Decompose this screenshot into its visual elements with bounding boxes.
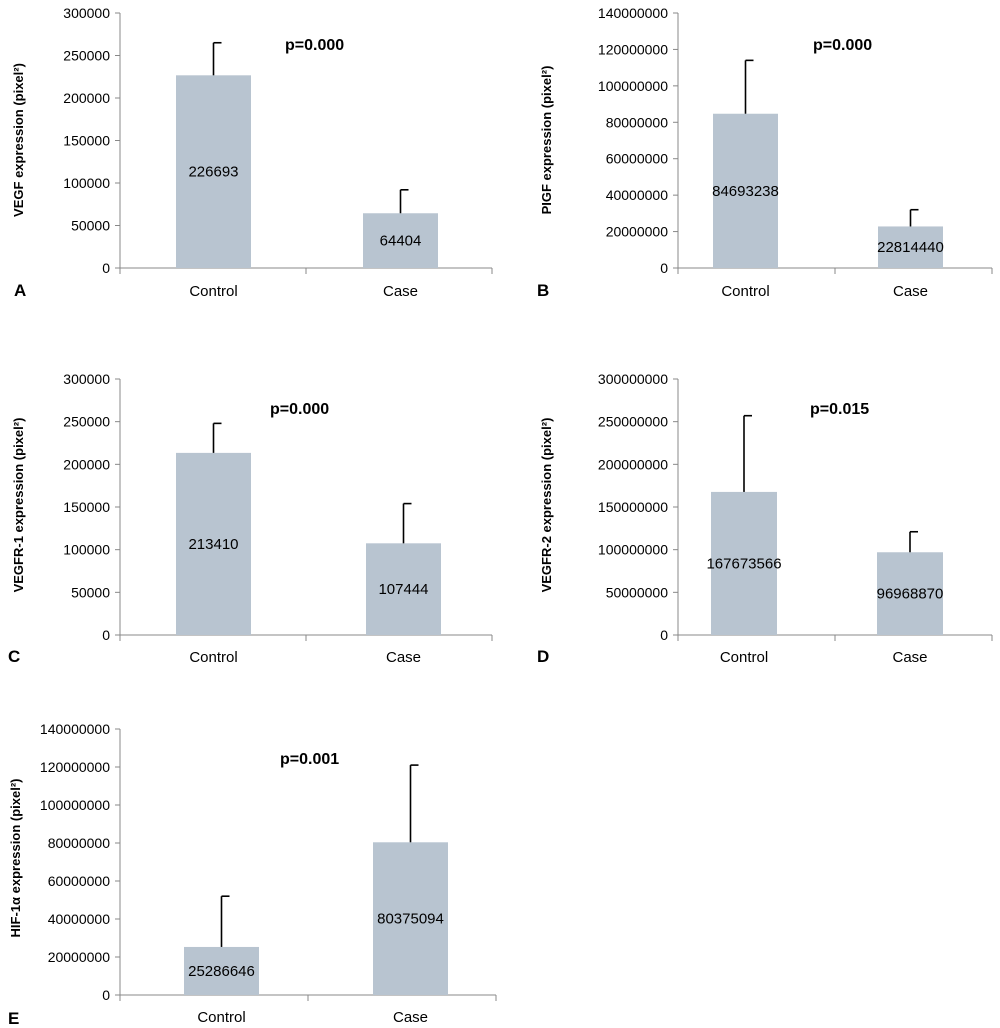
bar-control [176,452,251,635]
bar-control [713,113,778,268]
y-tick-label: 150000 [63,133,110,149]
x-category-label: Control [189,283,237,300]
bar-case [363,213,438,268]
data-label: 167673566 [706,555,781,572]
y-tick-label: 200000 [63,456,110,472]
y-tick-label: 0 [660,627,668,643]
bar-case [366,543,441,635]
y-tick-label: 100000 [63,175,110,191]
y-tick-label: 120000000 [40,759,110,775]
y-tick-label: 250000 [63,414,110,430]
data-label: 96968870 [877,586,944,603]
data-label: 84693238 [712,183,779,200]
x-category-label: Control [720,649,768,666]
data-label: 64404 [380,233,422,250]
panel-label: D [537,647,549,666]
y-tick-label: 20000000 [48,949,111,965]
y-axis-title: VEGF expression (pixel²) [11,63,26,217]
y-tick-label: 100000000 [40,797,110,813]
y-tick-label: 20000000 [606,224,669,240]
y-tick-label: 60000000 [48,873,111,889]
y-tick-label: 200000 [63,90,110,106]
p-value-annotation: p=0.000 [813,37,872,54]
panel-label: A [14,281,26,300]
bar-case [373,842,448,995]
x-category-label: Case [892,649,927,666]
p-value-annotation: p=0.000 [285,37,344,54]
panel-label: C [8,647,20,666]
y-tick-label: 120000000 [598,41,668,57]
p-value-annotation: p=0.015 [810,401,869,418]
x-category-label: Control [197,1009,245,1026]
y-tick-label: 140000000 [40,721,110,737]
x-category-label: Case [386,649,421,666]
y-tick-label: 40000000 [48,911,111,927]
bar-control [184,946,259,995]
y-tick-label: 150000 [63,499,110,515]
y-tick-label: 0 [102,260,110,276]
y-axis-title: PIGF expression (pixel²) [539,66,554,215]
y-axis-title: HIF-1α expression (pixel²) [8,779,23,938]
bar-control [711,491,777,635]
p-value-annotation: p=0.000 [270,401,329,418]
x-category-label: Control [721,283,769,300]
panel-label: B [537,281,549,300]
x-category-label: Case [393,1009,428,1026]
data-label: 25286646 [188,963,255,980]
y-axis-title: VEGFR-2 expression (pixel²) [539,418,554,593]
y-tick-label: 150000000 [598,499,668,515]
y-tick-label: 300000 [63,371,110,387]
y-tick-label: 100000000 [598,78,668,94]
bar-case [877,552,943,635]
panel-label: E [8,1009,19,1028]
y-tick-label: 300000000 [598,371,668,387]
y-tick-label: 50000 [71,218,110,234]
y-tick-label: 0 [102,987,110,1003]
y-axis-title: VEGFR-1 expression (pixel²) [11,418,26,593]
y-tick-label: 100000000 [598,542,668,558]
data-label: 226693 [188,164,238,181]
data-label: 80375094 [377,911,444,928]
x-category-label: Case [893,283,928,300]
bar-case [878,226,943,268]
y-tick-label: 140000000 [598,5,668,21]
y-tick-label: 80000000 [606,114,669,130]
data-label: 213410 [188,536,238,553]
y-tick-label: 60000000 [606,151,669,167]
y-tick-label: 0 [102,627,110,643]
x-category-label: Case [383,283,418,300]
data-label: 107444 [378,581,428,598]
y-tick-label: 50000000 [606,584,669,600]
x-category-label: Control [189,649,237,666]
y-tick-label: 200000000 [598,456,668,472]
y-tick-label: 250000000 [598,414,668,430]
y-tick-label: 40000000 [606,187,669,203]
data-label: 22814440 [877,239,944,256]
y-tick-label: 0 [660,260,668,276]
bar-control [176,75,251,269]
y-tick-label: 100000 [63,542,110,558]
p-value-annotation: p=0.001 [280,751,339,768]
y-tick-label: 80000000 [48,835,111,851]
y-tick-label: 50000 [71,584,110,600]
y-tick-label: 300000 [63,5,110,21]
y-tick-label: 250000 [63,48,110,64]
